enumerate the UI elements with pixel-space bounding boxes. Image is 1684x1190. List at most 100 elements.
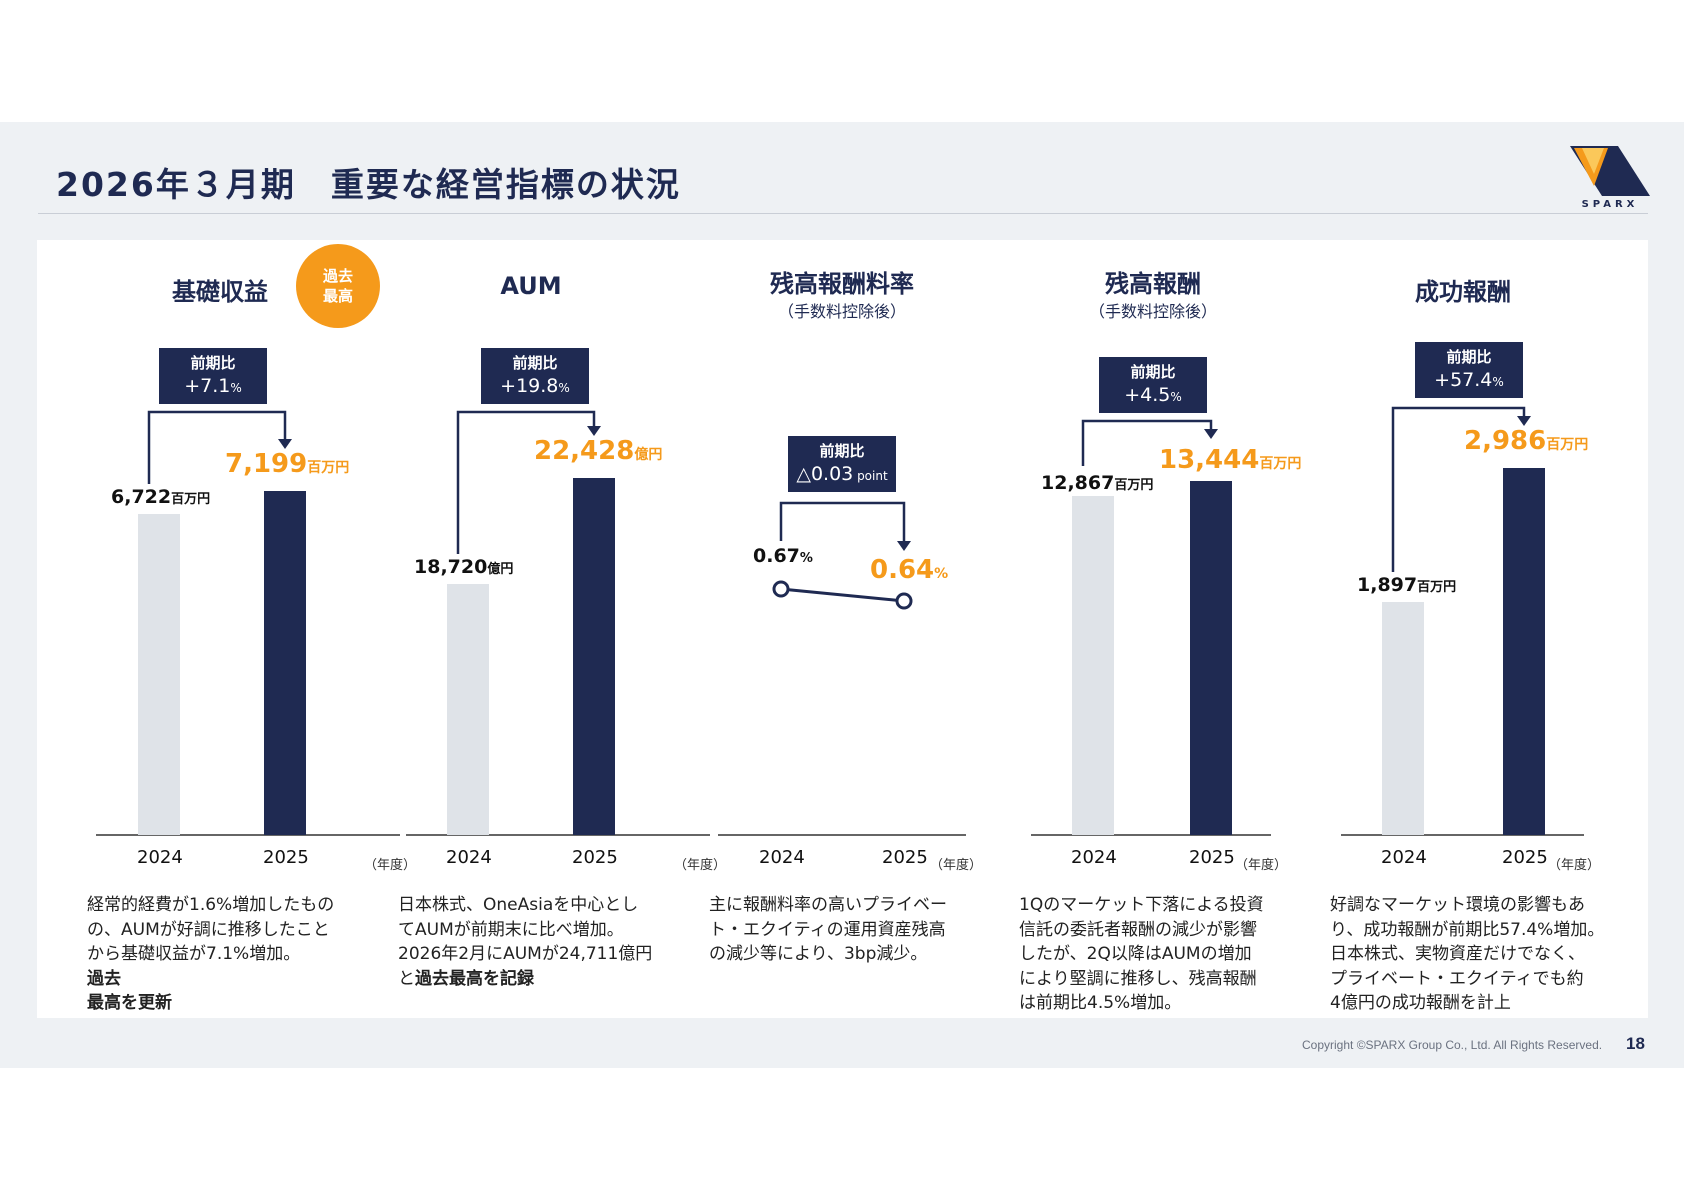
x-tick-label: 2024 <box>759 847 805 868</box>
metric-description: 主に報酬料率の高いプライベー ト・エクイティの運用資産残高 の減少等により、3bp減… <box>709 893 984 967</box>
description-line: 信託の委託者報酬の減少が影響 <box>1019 919 1257 940</box>
description-line: と <box>398 968 415 989</box>
x-tick-label: 2024 <box>1071 847 1117 868</box>
data-label-unit: 百万円 <box>1259 456 1302 472</box>
change-unit: % <box>1492 375 1504 389</box>
description-line: り、成功報酬が前期比57.4%増加。 <box>1330 919 1605 940</box>
metric-title: 残高報酬料率 <box>770 270 914 298</box>
change-bracket <box>1081 419 1213 466</box>
metric-description: 日本株式、OneAsiaを中心とし てAUMが前期末に比べ増加。 2026年2月にA… <box>398 893 673 991</box>
change-label: 前期比 <box>819 442 865 460</box>
data-label-value: 1,897 <box>1357 574 1418 596</box>
x-tick-label: 2025 <box>1189 847 1235 868</box>
data-label-2024: 1,897百万円 <box>1357 574 1456 596</box>
data-label-value: 0.64 <box>870 555 935 585</box>
data-label-value: 0.67 <box>753 545 800 567</box>
metric-title: 基礎収益 <box>172 278 268 306</box>
arrowhead-icon <box>1204 429 1218 439</box>
description-line: は前期比4.5%増加。 <box>1019 993 1182 1013</box>
change-value: △0.03 <box>796 463 854 485</box>
bar-2024 <box>1072 496 1114 835</box>
data-label-value: 6,722 <box>111 486 172 508</box>
change-unit: % <box>230 381 242 395</box>
data-label-2025: 7,199百万円 <box>225 449 349 479</box>
metric-description: 1Qのマーケット下落による投資 信託の委託者報酬の減少が影響 したが、2Q以降はAU… <box>1019 893 1294 1016</box>
metric-subtitle: （手数料控除後） <box>1088 302 1217 321</box>
change-value: +7.1 <box>184 375 231 397</box>
metric-title: 成功報酬 <box>1415 278 1511 306</box>
description-line: 日本株式、実物資産だけでなく、 <box>1330 944 1585 964</box>
description-line: 4億円の成功報酬を計上 <box>1330 993 1511 1013</box>
change-box: 前期比 +4.5% <box>1099 357 1207 413</box>
change-value: +19.8 <box>500 375 559 397</box>
change-value: +4.5 <box>1124 384 1171 406</box>
arrowhead-icon <box>897 541 911 551</box>
description-line: 2026年2月にAUMが24,711億円 <box>398 944 653 964</box>
description-line: てAUMが前期末に比べ増加。 <box>398 919 624 940</box>
data-label-2025: 2,986百万円 <box>1464 426 1588 456</box>
description-line: 主に報酬料率の高いプライベー <box>709 895 947 915</box>
metric-title: AUM <box>500 272 562 300</box>
arrowhead-icon <box>278 439 292 449</box>
x-tick-label: 2025 <box>1502 847 1548 868</box>
year-unit-label: （年度） <box>930 858 983 873</box>
data-label-2025: 22,428億円 <box>534 436 662 466</box>
description-emphasis: 過去 <box>87 968 121 989</box>
change-label: 前期比 <box>1130 363 1176 381</box>
data-label-2024: 12,867百万円 <box>1041 472 1153 494</box>
description-line: したが、2Q以降はAUMの増加 <box>1019 944 1252 964</box>
bar-2024 <box>447 584 489 835</box>
change-bracket <box>779 501 906 543</box>
data-label-value: 18,720 <box>414 556 488 578</box>
metric-description: 好調なマーケット環境の影響もあ り、成功報酬が前期比57.4%増加。 日本株式、実物… <box>1330 893 1605 1016</box>
data-label-2025: 0.64% <box>870 555 948 585</box>
data-label-unit: 百万円 <box>307 460 350 476</box>
description-line: により堅調に推移し、残高報酬 <box>1019 968 1257 989</box>
description-line: の減少等により、3bp減少。 <box>709 944 928 964</box>
data-label-value: 2,986 <box>1464 426 1547 456</box>
badge-line-2: 最高 <box>322 287 353 305</box>
data-label-unit: 百万円 <box>1546 437 1589 453</box>
metric-title: 残高報酬 <box>1105 270 1201 298</box>
page-title: 2026年３月期 重要な経営指標の状況 <box>56 165 681 204</box>
copyright: Copyright ©SPARX Group Co., Ltd. All Rig… <box>1302 1038 1603 1052</box>
description-line: 経常的経費が1.6%増加したもの <box>87 895 335 915</box>
bar-2024 <box>1382 602 1424 835</box>
record-high-badge: 過去 最高 <box>296 244 380 328</box>
data-label-2024: 6,722百万円 <box>111 486 210 508</box>
data-label-unit: % <box>934 566 949 582</box>
description-line: 1Qのマーケット下落による投資 <box>1019 895 1264 915</box>
year-unit-label: （年度） <box>1548 858 1601 873</box>
change-bracket <box>456 410 596 554</box>
badge-line-1: 過去 <box>322 267 353 285</box>
x-tick-label: 2024 <box>446 847 492 868</box>
arrowhead-icon <box>1517 416 1531 426</box>
data-label-2025: 13,444百万円 <box>1159 445 1301 475</box>
change-box: 前期比 △0.03 point <box>788 436 896 492</box>
data-label-value: 12,867 <box>1041 472 1115 494</box>
change-label: 前期比 <box>190 354 236 372</box>
data-label-2024: 0.67% <box>753 545 813 567</box>
bar-2025 <box>1503 468 1545 835</box>
point-2024 <box>772 580 790 598</box>
year-unit-label: （年度） <box>364 858 417 873</box>
description-line: ト・エクイティの運用資産残高 <box>709 919 946 940</box>
sparx-logo-icon: SPARX <box>1570 146 1650 208</box>
change-label: 前期比 <box>1446 348 1492 366</box>
change-unit: % <box>1170 390 1182 404</box>
metric-description: 経常的経費が1.6%増加したもの の、AUMが好調に推移したこと から基礎収益が7.… <box>87 893 362 1016</box>
data-label-unit: 百万円 <box>1417 580 1457 595</box>
x-tick-label: 2025 <box>572 847 618 868</box>
metric-subtitle: （手数料控除後） <box>777 302 906 321</box>
description-emphasis: 最高を更新 <box>87 993 172 1013</box>
bar-2025 <box>264 491 306 835</box>
page-number: 18 <box>1626 1034 1645 1053</box>
year-unit-label: （年度） <box>1235 858 1288 873</box>
change-bracket <box>147 410 287 484</box>
change-bracket <box>1391 406 1526 572</box>
x-tick-label: 2024 <box>1381 847 1427 868</box>
data-label-value: 13,444 <box>1159 445 1260 475</box>
data-label-unit: % <box>799 551 813 566</box>
description-line: 日本株式、OneAsiaを中心とし <box>398 895 639 915</box>
